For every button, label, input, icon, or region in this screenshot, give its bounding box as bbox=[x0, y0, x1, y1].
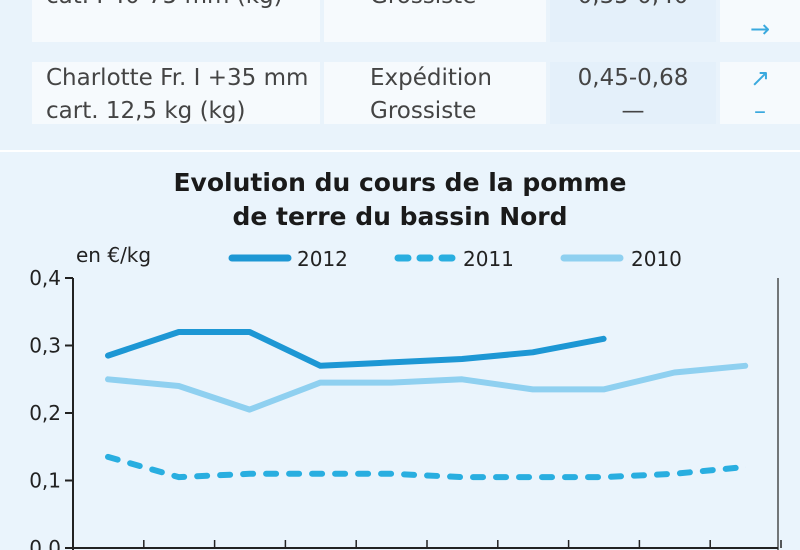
price-cell: 0,45-0,68 — bbox=[550, 62, 716, 124]
product-line-1: Charlotte Fr. I +35 mm bbox=[46, 65, 309, 91]
price-cell: 0,35-0,40 bbox=[550, 0, 716, 42]
legend-label-2010: 2010 bbox=[631, 247, 682, 271]
series-line-2012 bbox=[105, 329, 607, 369]
arrow-right-icon: → bbox=[749, 15, 771, 43]
chart-title-line-1: Evolution du cours de la pomme bbox=[173, 168, 627, 197]
stage-line-2: Grossiste bbox=[370, 0, 546, 13]
y-tick-label: 0,0 bbox=[29, 536, 61, 550]
price-line-2: — bbox=[621, 98, 645, 124]
product-line-2: cat. I 40-75 mm (kg) bbox=[46, 0, 320, 13]
table-row: Charlotte Fr. I +35 mm cart. 12,5 kg (kg… bbox=[0, 62, 800, 125]
y-tick-label: 0,4 bbox=[29, 266, 61, 290]
stage-cell: Expédition Grossiste bbox=[324, 62, 546, 124]
price-line-1: 0,45-0,68 bbox=[577, 65, 689, 91]
price-table: cat. I 40-75 mm (kg) Grossiste 0,35-0,40… bbox=[0, 0, 800, 150]
stage-line-2: Grossiste bbox=[370, 98, 477, 124]
arrow-up-right-icon: ↗ bbox=[749, 64, 771, 92]
dash-icon: – bbox=[754, 97, 766, 125]
chart-panel bbox=[0, 152, 800, 550]
y-tick-label: 0,2 bbox=[29, 401, 61, 425]
stage-line-1: Expédition bbox=[370, 65, 492, 91]
chart-title-line-2: de terre du bassin Nord bbox=[232, 202, 568, 231]
legend-label-2011: 2011 bbox=[463, 247, 514, 271]
table-row: cat. I 40-75 mm (kg) Grossiste 0,35-0,40… bbox=[0, 0, 800, 43]
legend-label-2012: 2012 bbox=[297, 247, 348, 271]
product-cell: Charlotte Fr. I +35 mm cart. 12,5 kg (kg… bbox=[32, 62, 320, 124]
series-line-2010 bbox=[105, 362, 749, 413]
y-tick-label: 0,1 bbox=[29, 469, 61, 493]
stage-cell: Grossiste bbox=[324, 0, 546, 42]
product-line-2: cart. 12,5 kg (kg) bbox=[46, 98, 246, 124]
series-line-2011 bbox=[105, 453, 749, 481]
trend-cell: → bbox=[720, 0, 800, 43]
product-cell: cat. I 40-75 mm (kg) bbox=[32, 0, 320, 42]
y-axis-unit-label: en €/kg bbox=[76, 243, 152, 267]
trend-cell: ↗ – bbox=[720, 62, 800, 125]
price-line-2: 0,35-0,40 bbox=[550, 0, 716, 13]
y-tick-label: 0,3 bbox=[29, 334, 61, 358]
